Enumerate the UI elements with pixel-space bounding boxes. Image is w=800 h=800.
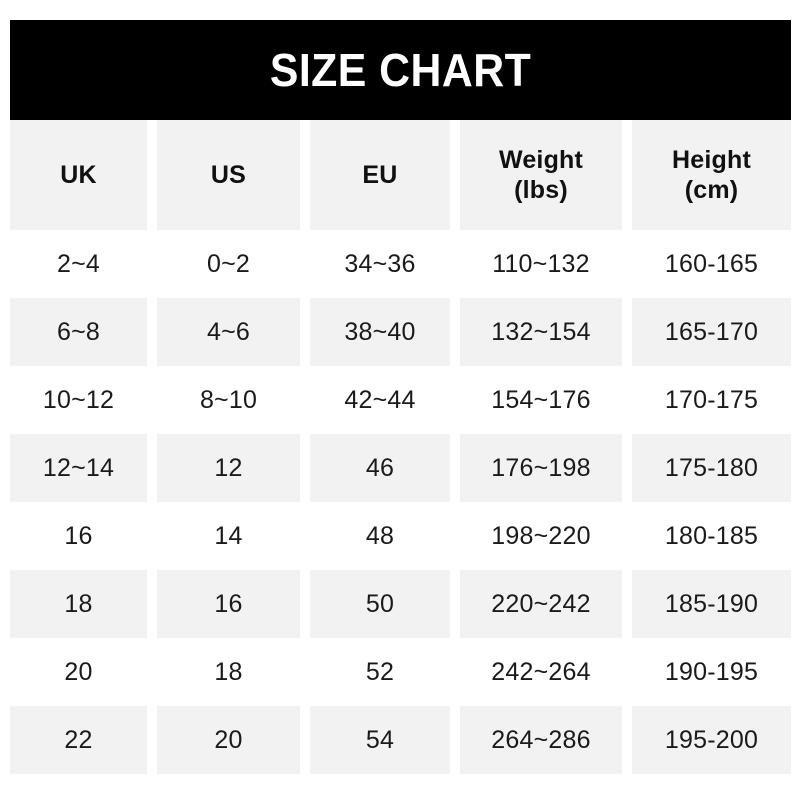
table-row: 2~4 0~2 34~36 110~132 160-165 [10,230,791,298]
cell-uk: 22 [10,706,157,774]
cell-height: 160-165 [632,230,791,298]
column-header-weight-label: Weight [498,145,584,174]
size-chart-table: UK US EU Weight (lbs) Height (cm) [10,120,791,774]
cell-weight: 220~242 [460,570,632,638]
cell-height: 190-195 [632,638,791,706]
cell-us: 12 [157,434,310,502]
column-header-height-unit: (cm) [684,176,739,204]
table-row: 10~12 8~10 42~44 154~176 170-175 [10,366,791,434]
table-row: 18 16 50 220~242 185-190 [10,570,791,638]
column-header-uk: UK [10,120,157,230]
cell-uk: 12~14 [10,434,157,502]
cell-eu: 48 [310,502,460,570]
cell-eu: 38~40 [310,298,460,366]
table-row: 20 18 52 242~264 190-195 [10,638,791,706]
cell-weight: 264~286 [460,706,632,774]
page-title: SIZE CHART [269,44,532,96]
cell-height: 180-185 [632,502,791,570]
cell-weight: 242~264 [460,638,632,706]
cell-us: 0~2 [157,230,310,298]
cell-height: 170-175 [632,366,791,434]
table-row: 22 20 54 264~286 195-200 [10,706,791,774]
cell-us: 8~10 [157,366,310,434]
cell-height: 165-170 [632,298,791,366]
cell-weight: 154~176 [460,366,632,434]
size-chart: SIZE CHART UK US EU Weight (lbs) [10,20,791,774]
cell-uk: 20 [10,638,157,706]
cell-weight: 198~220 [460,502,632,570]
column-header-us: US [157,120,310,230]
cell-us: 16 [157,570,310,638]
column-header-eu-label: EU [362,160,398,189]
cell-us: 18 [157,638,310,706]
cell-eu: 46 [310,434,460,502]
cell-us: 20 [157,706,310,774]
cell-height: 185-190 [632,570,791,638]
cell-uk: 16 [10,502,157,570]
column-header-uk-label: UK [60,160,97,189]
title-bar: SIZE CHART [10,20,791,120]
cell-eu: 50 [310,570,460,638]
column-header-height: Height (cm) [632,120,791,230]
cell-uk: 6~8 [10,298,157,366]
table-row: 16 14 48 198~220 180-185 [10,502,791,570]
cell-uk: 2~4 [10,230,157,298]
cell-weight: 176~198 [460,434,632,502]
table-header-row: UK US EU Weight (lbs) Height (cm) [10,120,791,230]
cell-uk: 18 [10,570,157,638]
column-header-weight-unit: (lbs) [514,176,568,204]
cell-height: 175-180 [632,434,791,502]
cell-uk: 10~12 [10,366,157,434]
cell-height: 195-200 [632,706,791,774]
column-header-height-label: Height [672,145,751,174]
cell-us: 4~6 [157,298,310,366]
column-header-us-label: US [210,160,247,189]
cell-eu: 54 [310,706,460,774]
cell-us: 14 [157,502,310,570]
cell-weight: 132~154 [460,298,632,366]
cell-eu: 52 [310,638,460,706]
table-row: 12~14 12 46 176~198 175-180 [10,434,791,502]
table-row: 6~8 4~6 38~40 132~154 165-170 [10,298,791,366]
column-header-eu: EU [310,120,460,230]
cell-eu: 34~36 [310,230,460,298]
column-header-weight: Weight (lbs) [460,120,632,230]
cell-weight: 110~132 [460,230,632,298]
cell-eu: 42~44 [310,366,460,434]
